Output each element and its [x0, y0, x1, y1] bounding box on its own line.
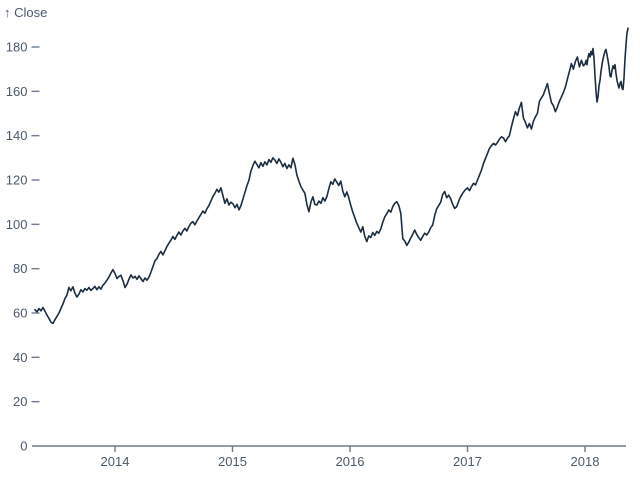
x-tick-label: 2015 — [218, 454, 247, 469]
y-tick-label: 80 — [13, 261, 27, 276]
y-tick-label: 100 — [6, 217, 28, 232]
y-tick-label: 120 — [6, 173, 28, 188]
y-tick-label: 0 — [20, 439, 27, 454]
y-axis-title: ↑ Close — [4, 5, 47, 20]
x-tick-label: 2018 — [571, 454, 600, 469]
y-tick-label: 160 — [6, 84, 28, 99]
y-tick-label: 140 — [6, 128, 28, 143]
x-axis: 2014 2015 2016 2017 2018 — [32, 445, 626, 469]
y-tick-label: 20 — [13, 394, 27, 409]
y-tick-label: 180 — [6, 40, 28, 55]
x-tick-label: 2017 — [453, 454, 482, 469]
x-tick-label: 2014 — [101, 454, 130, 469]
y-axis: 0 20 40 60 80 100 120 140 160 180 — [6, 40, 40, 454]
x-tick-label: 2016 — [336, 454, 365, 469]
close-price-line — [34, 27, 629, 325]
y-tick-label: 40 — [13, 350, 27, 365]
y-tick-label: 60 — [13, 306, 27, 321]
